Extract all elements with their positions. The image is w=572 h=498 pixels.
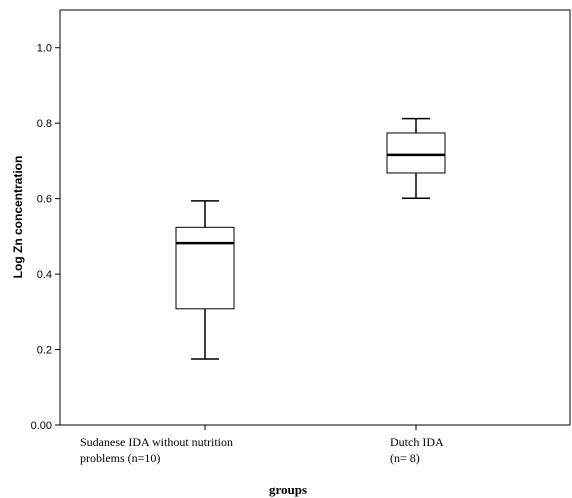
x-axis-ticks: Sudanese IDA without nutrition problems (… [80,425,444,465]
plot-area [59,9,571,426]
box-group [175,200,235,360]
y-tick-label: 0.6 [37,194,52,206]
box-series [175,117,446,360]
y-axis-ticks: 0.00 0.2 0.4 0.6 0.8 1.0 [31,43,60,432]
x-category-label-line2: problems (n=10) [80,451,160,465]
iqr-box [386,132,446,174]
y-tick-label: 0.8 [37,118,52,130]
y-tick-label: 0.2 [37,345,52,357]
iqr-box [175,226,235,310]
x-category-label-line2: (n= 8) [390,451,420,465]
y-tick-label: 0.4 [37,269,52,281]
x-category-label-line1: Dutch IDA [390,435,444,449]
y-tick-label: 1.0 [37,43,52,55]
x-category-label-line1: Sudanese IDA without nutrition [80,435,233,449]
box-group [386,117,446,200]
y-axis-title: Log Zn concentration [11,156,25,279]
x-axis-title: groups [269,482,307,497]
y-tick-label: 0.00 [31,420,52,432]
